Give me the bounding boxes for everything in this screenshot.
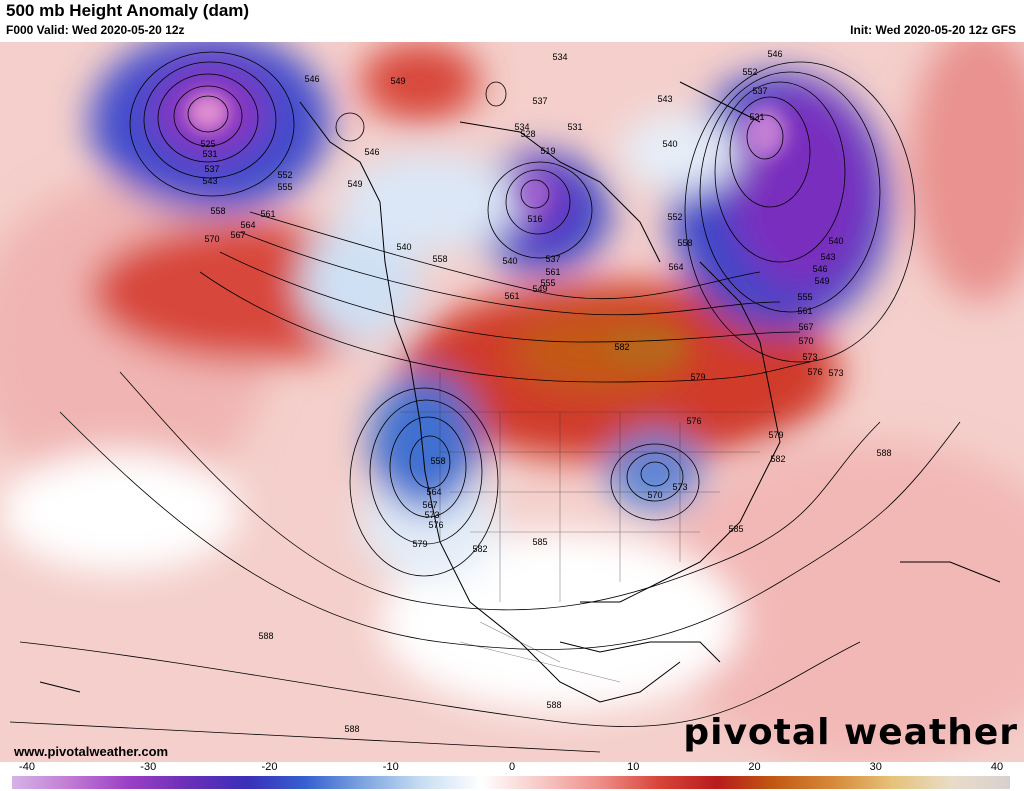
contour-label: 576 [428, 520, 443, 530]
colorbar-tick: 0 [508, 761, 516, 773]
contour-label: 567 [422, 500, 437, 510]
contour-label: 519 [540, 146, 555, 156]
contour-label: 543 [657, 94, 672, 104]
contour-label: 549 [390, 76, 405, 86]
colorbar-tick: -10 [382, 761, 399, 773]
header: 500 mb Height Anomaly (dam) F000 Valid: … [0, 0, 1024, 42]
contour-label: 558 [677, 238, 692, 248]
contour-label: 588 [876, 448, 891, 458]
contour-label: 585 [728, 524, 743, 534]
contour-label: 543 [820, 252, 835, 262]
colorbar-tick: -40 [19, 761, 35, 773]
contour-label: 573 [802, 352, 817, 362]
map-title: 500 mb Height Anomaly (dam) [6, 1, 250, 20]
colorbar-tick: 10 [627, 761, 640, 773]
contour-label: 546 [364, 147, 379, 157]
contour-label: 540 [396, 242, 411, 252]
colorbar-tick: 30 [869, 761, 882, 773]
contour-label: 540 [502, 256, 517, 266]
contour-label: 561 [260, 209, 275, 219]
contour-label: 588 [546, 700, 561, 710]
contour-label: 573 [828, 368, 843, 378]
colorbar-tick: 40 [990, 761, 1004, 773]
contour-label: 558 [432, 254, 447, 264]
contour-label: 561 [797, 306, 812, 316]
contour-label: 534 [514, 122, 529, 132]
contour-label: 558 [430, 456, 445, 466]
contour-label: 531 [202, 149, 217, 159]
contour-label: 525 [200, 139, 215, 149]
init-time: Init: Wed 2020-05-20 12z GFS [850, 23, 1016, 37]
contour-label: 528 [520, 129, 535, 139]
height-contours [9, 51, 961, 753]
political-borders [400, 372, 780, 683]
contour-label: 582 [770, 454, 785, 464]
colorbar-tick: -20 [261, 761, 278, 773]
contour-label: 570 [647, 490, 662, 500]
contour-label: 585 [532, 537, 547, 547]
contour-label: 534 [552, 52, 567, 62]
contour-label: 588 [258, 631, 273, 641]
contour-label: 561 [504, 291, 519, 301]
anomaly-shading [0, 42, 1024, 762]
contour-label: 537 [752, 86, 767, 96]
contour-label: 552 [277, 170, 292, 180]
contour-label: 531 [567, 122, 582, 132]
contour-label: 537 [532, 96, 547, 106]
contour-label: 573 [672, 482, 687, 492]
website-credit: www.pivotalweather.com [14, 744, 169, 759]
contour-label: 540 [662, 139, 677, 149]
contour-label: 576 [686, 416, 701, 426]
contour-label: 552 [667, 212, 682, 222]
contour-label: 540 [828, 236, 843, 246]
contour-label: 516 [527, 214, 542, 224]
contour-label: 549 [347, 179, 362, 189]
contour-label: 552 [742, 67, 757, 77]
contour-label: 567 [230, 230, 245, 240]
contour-label: 543 [202, 176, 217, 186]
contour-label: 570 [798, 336, 813, 346]
contour-label: 549 [532, 284, 547, 294]
contour-label: 579 [768, 430, 783, 440]
contour-label: 555 [797, 292, 812, 302]
contour-label: 564 [668, 262, 683, 272]
contour-label: 582 [472, 544, 487, 554]
contour-label: 579 [412, 539, 427, 549]
contour-label: 576 [807, 367, 822, 377]
contour-label: 549 [814, 276, 829, 286]
contour-label: 564 [426, 487, 441, 497]
contour-label: 555 [277, 182, 292, 192]
contour-label: 558 [210, 206, 225, 216]
colorbar [12, 776, 1010, 789]
contour-label: 531 [749, 112, 764, 122]
valid-time: F000 Valid: Wed 2020-05-20 12z [6, 23, 185, 37]
anomaly-map: 546 549 525 531 537 543 552 555 558 561 564 567 570 5… [0, 42, 1024, 762]
contour-label: 546 [767, 49, 782, 59]
contour-label: 567 [798, 322, 813, 332]
contour-label: 537 [204, 164, 219, 174]
coastlines [39, 81, 1001, 703]
contour-label: 588 [344, 724, 359, 734]
brand-logo: pivotal weather [683, 712, 1018, 753]
contour-label: 546 [812, 264, 827, 274]
colorbar-tick: -30 [140, 761, 157, 773]
contour-label: 582 [614, 342, 629, 352]
contour-label: 564 [240, 220, 255, 230]
contour-label: 579 [690, 372, 705, 382]
contour-label: 573 [424, 510, 439, 520]
contour-label: 555 [540, 278, 555, 288]
contour-label: 570 [204, 234, 219, 244]
colorbar-tick: 20 [748, 761, 761, 773]
contour-label: 537 [545, 254, 560, 264]
contour-label: 561 [545, 267, 560, 277]
contour-label: 546 [304, 74, 319, 84]
